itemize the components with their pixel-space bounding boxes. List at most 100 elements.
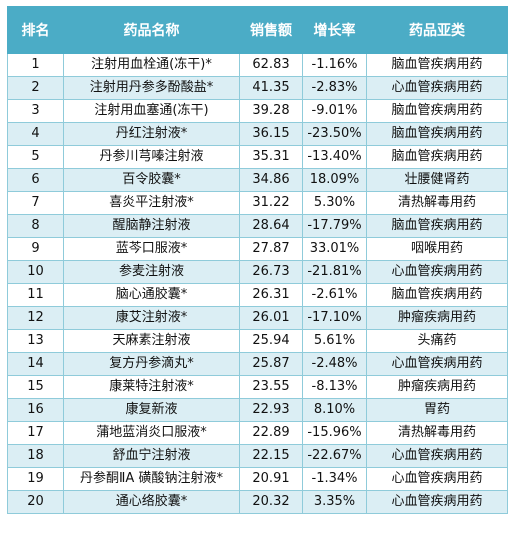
cell-growth: -17.10% [302, 306, 367, 330]
cell-sales: 27.87 [239, 237, 303, 261]
cell-category: 脑血管疾病用药 [366, 145, 508, 169]
cell-rank: 10 [7, 260, 64, 284]
table-row: 5 丹参川芎嗪注射液 35.31 -13.40% 脑血管疾病用药 [7, 145, 508, 169]
cell-drug-name: 康莱特注射液* [63, 375, 240, 399]
table-row: 17 蒲地蓝消炎口服液* 22.89 -15.96% 清热解毒用药 [7, 421, 508, 445]
cell-drug-name: 蒲地蓝消炎口服液* [63, 421, 240, 445]
cell-growth: 3.35% [302, 490, 367, 514]
cell-sales: 22.15 [239, 444, 303, 468]
cell-rank: 14 [7, 352, 64, 376]
cell-drug-name: 注射用血栓通(冻干)* [63, 53, 240, 77]
cell-growth: -2.83% [302, 76, 367, 100]
cell-sales: 26.73 [239, 260, 303, 284]
header-rank: 排名 [7, 6, 64, 54]
table-row: 2 注射用丹参多酚酸盐* 41.35 -2.83% 心血管疾病用药 [7, 76, 508, 100]
table-row: 15 康莱特注射液* 23.55 -8.13% 肿瘤疾病用药 [7, 375, 508, 399]
header-drug-name: 药品名称 [63, 6, 240, 54]
table-header: 排名 药品名称 销售额 增长率 药品亚类 [7, 6, 508, 54]
cell-rank: 20 [7, 490, 64, 514]
table-row: 16 康复新液 22.93 8.10% 胃药 [7, 398, 508, 422]
table-row: 7 喜炎平注射液* 31.22 5.30% 清热解毒用药 [7, 191, 508, 215]
cell-category: 心血管疾病用药 [366, 352, 508, 376]
cell-sales: 34.86 [239, 168, 303, 192]
cell-rank: 16 [7, 398, 64, 422]
table-row: 14 复方丹参滴丸* 25.87 -2.48% 心血管疾病用药 [7, 352, 508, 376]
cell-drug-name: 醒脑静注射液 [63, 214, 240, 238]
cell-sales: 25.94 [239, 329, 303, 353]
cell-growth: -1.34% [302, 467, 367, 491]
cell-rank: 18 [7, 444, 64, 468]
cell-rank: 7 [7, 191, 64, 215]
cell-sales: 41.35 [239, 76, 303, 100]
cell-rank: 13 [7, 329, 64, 353]
table-row: 12 康艾注射液* 26.01 -17.10% 肿瘤疾病用药 [7, 306, 508, 330]
table-row: 18 舒血宁注射液 22.15 -22.67% 心血管疾病用药 [7, 444, 508, 468]
table-row: 10 参麦注射液 26.73 -21.81% 心血管疾病用药 [7, 260, 508, 284]
cell-sales: 26.01 [239, 306, 303, 330]
cell-growth: -13.40% [302, 145, 367, 169]
drug-sales-table: 排名 药品名称 销售额 增长率 药品亚类 1 注射用血栓通(冻干)* 62.83 -1… [7, 6, 508, 514]
cell-sales: 25.87 [239, 352, 303, 376]
header-growth: 增长率 [302, 6, 367, 54]
cell-growth: -9.01% [302, 99, 367, 123]
header-row: 排名 药品名称 销售额 增长率 药品亚类 [7, 6, 508, 54]
cell-sales: 22.93 [239, 398, 303, 422]
cell-category: 脑血管疾病用药 [366, 214, 508, 238]
cell-sales: 31.22 [239, 191, 303, 215]
cell-sales: 26.31 [239, 283, 303, 307]
cell-rank: 15 [7, 375, 64, 399]
cell-sales: 20.91 [239, 467, 303, 491]
cell-rank: 1 [7, 53, 64, 77]
cell-drug-name: 丹参川芎嗪注射液 [63, 145, 240, 169]
cell-growth: 33.01% [302, 237, 367, 261]
cell-sales: 23.55 [239, 375, 303, 399]
cell-category: 脑血管疾病用药 [366, 99, 508, 123]
table-row: 9 蓝芩口服液* 27.87 33.01% 咽喉用药 [7, 237, 508, 261]
table-row: 6 百令胶囊* 34.86 18.09% 壮腰健肾药 [7, 168, 508, 192]
cell-sales: 20.32 [239, 490, 303, 514]
header-category: 药品亚类 [366, 6, 508, 54]
cell-growth: -22.67% [302, 444, 367, 468]
cell-category: 心血管疾病用药 [366, 444, 508, 468]
cell-drug-name: 脑心通胶囊* [63, 283, 240, 307]
cell-rank: 8 [7, 214, 64, 238]
cell-sales: 22.89 [239, 421, 303, 445]
cell-drug-name: 康复新液 [63, 398, 240, 422]
table-row: 3 注射用血塞通(冻干) 39.28 -9.01% 脑血管疾病用药 [7, 99, 508, 123]
cell-rank: 9 [7, 237, 64, 261]
drug-sales-table-container: 排名 药品名称 销售额 增长率 药品亚类 1 注射用血栓通(冻干)* 62.83 -1… [7, 6, 508, 514]
cell-drug-name: 丹红注射液* [63, 122, 240, 146]
header-sales: 销售额 [239, 6, 303, 54]
table-row: 11 脑心通胶囊* 26.31 -2.61% 脑血管疾病用药 [7, 283, 508, 307]
table-row: 8 醒脑静注射液 28.64 -17.79% 脑血管疾病用药 [7, 214, 508, 238]
cell-category: 肿瘤疾病用药 [366, 306, 508, 330]
cell-rank: 4 [7, 122, 64, 146]
cell-category: 胃药 [366, 398, 508, 422]
cell-drug-name: 蓝芩口服液* [63, 237, 240, 261]
cell-rank: 5 [7, 145, 64, 169]
cell-rank: 19 [7, 467, 64, 491]
cell-rank: 17 [7, 421, 64, 445]
cell-rank: 3 [7, 99, 64, 123]
cell-rank: 12 [7, 306, 64, 330]
cell-growth: -23.50% [302, 122, 367, 146]
cell-sales: 62.83 [239, 53, 303, 77]
cell-growth: -2.61% [302, 283, 367, 307]
cell-category: 肿瘤疾病用药 [366, 375, 508, 399]
cell-drug-name: 注射用丹参多酚酸盐* [63, 76, 240, 100]
cell-category: 脑血管疾病用药 [366, 122, 508, 146]
cell-sales: 28.64 [239, 214, 303, 238]
cell-category: 心血管疾病用药 [366, 260, 508, 284]
cell-growth: -15.96% [302, 421, 367, 445]
cell-drug-name: 注射用血塞通(冻干) [63, 99, 240, 123]
table-row: 13 天麻素注射液 25.94 5.61% 头痛药 [7, 329, 508, 353]
cell-drug-name: 百令胶囊* [63, 168, 240, 192]
cell-sales: 35.31 [239, 145, 303, 169]
cell-rank: 6 [7, 168, 64, 192]
cell-category: 心血管疾病用药 [366, 467, 508, 491]
cell-category: 脑血管疾病用药 [366, 53, 508, 77]
cell-category: 壮腰健肾药 [366, 168, 508, 192]
cell-growth: 18.09% [302, 168, 367, 192]
cell-sales: 36.15 [239, 122, 303, 146]
cell-category: 清热解毒用药 [366, 421, 508, 445]
